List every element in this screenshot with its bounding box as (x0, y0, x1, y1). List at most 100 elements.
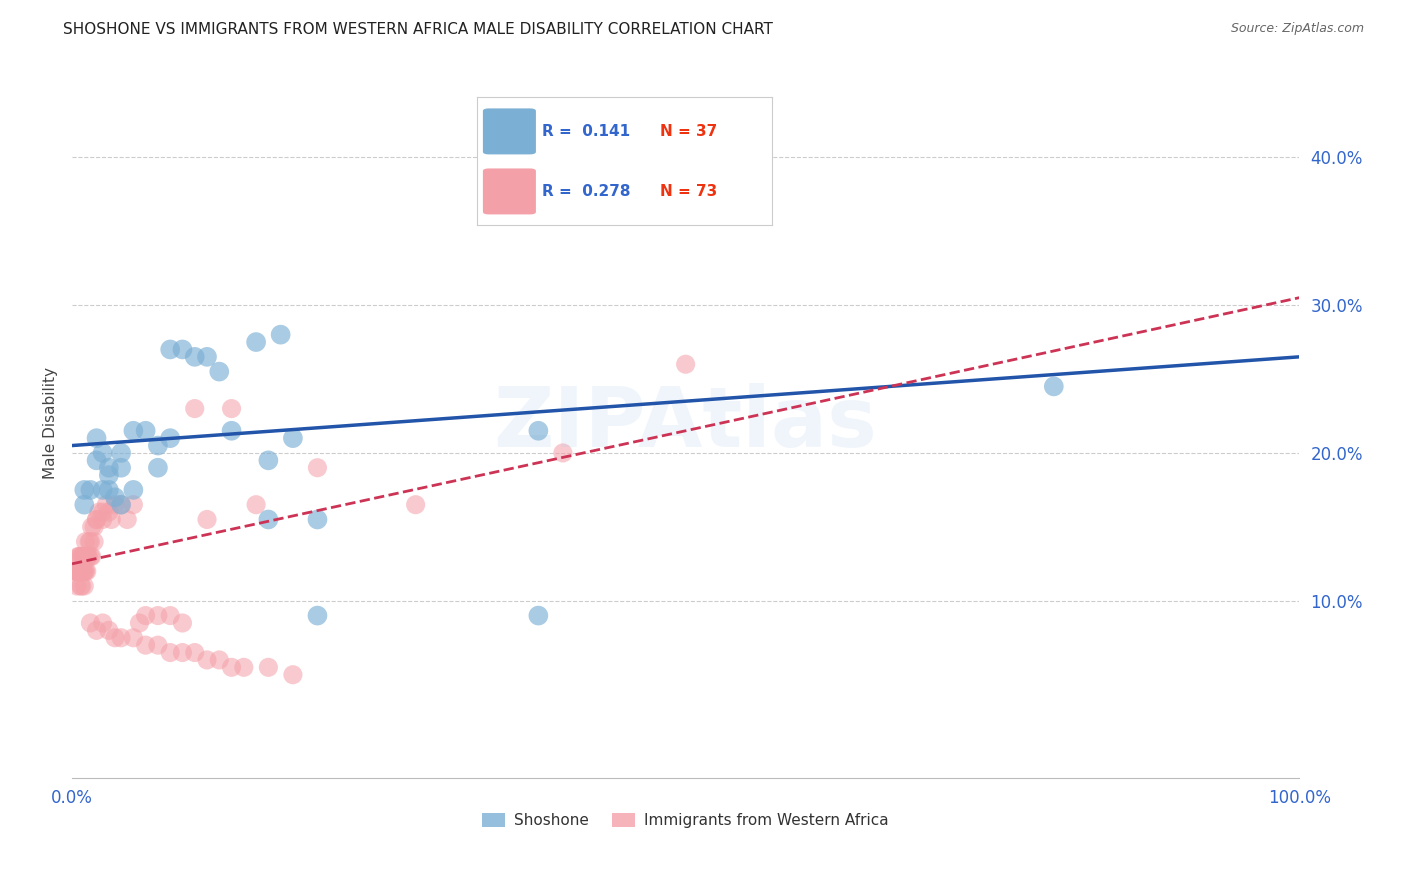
Point (97, 624, 120, 638)
Point (307, 460, 329, 475)
Point (96, 498, 118, 512)
Point (69, 579, 91, 593)
Point (195, 350, 218, 364)
Point (232, 660, 254, 674)
Point (79, 549, 101, 564)
Point (73, 483, 96, 497)
Point (257, 660, 280, 674)
Point (159, 343, 181, 357)
Point (221, 401, 243, 416)
Point (128, 615, 150, 630)
Point (245, 498, 267, 512)
Point (100, 512, 122, 526)
Point (65, 564, 87, 578)
Point (146, 460, 169, 475)
Point (83, 520, 105, 534)
Point (307, 512, 329, 526)
Point (91, 615, 114, 630)
Point (73, 564, 96, 578)
Point (195, 512, 218, 526)
Point (146, 438, 169, 452)
Point (91, 512, 114, 526)
Point (77, 549, 100, 564)
Point (67, 549, 90, 564)
Point (110, 631, 132, 645)
Point (135, 638, 157, 652)
Point (307, 608, 329, 623)
Point (80, 520, 103, 534)
Y-axis label: Male Disability: Male Disability (44, 368, 58, 479)
Text: ZIPAtlas: ZIPAtlas (494, 383, 877, 464)
Point (405, 498, 427, 512)
Point (159, 431, 181, 445)
Point (195, 653, 218, 667)
Point (110, 498, 132, 512)
Point (72, 564, 94, 578)
Point (67, 564, 90, 578)
Legend: Shoshone, Immigrants from Western Africa: Shoshone, Immigrants from Western Africa (477, 807, 896, 834)
Point (122, 631, 145, 645)
Point (91, 483, 114, 497)
Point (86, 624, 108, 638)
Point (184, 350, 207, 364)
Point (208, 653, 231, 667)
Point (73, 549, 96, 564)
Point (281, 431, 304, 445)
Point (73, 579, 96, 593)
Point (76, 549, 98, 564)
Point (91, 505, 114, 519)
Point (146, 638, 169, 652)
Point (73, 564, 96, 578)
Point (184, 646, 207, 660)
Text: SHOSHONE VS IMMIGRANTS FROM WESTERN AFRICA MALE DISABILITY CORRELATION CHART: SHOSHONE VS IMMIGRANTS FROM WESTERN AFRI… (63, 22, 773, 37)
Point (245, 334, 267, 349)
Point (184, 401, 207, 416)
Point (86, 512, 108, 526)
Point (110, 446, 132, 460)
Point (86, 453, 108, 467)
Point (70, 579, 93, 593)
Point (97, 483, 120, 497)
Point (77, 549, 100, 564)
Point (67, 564, 90, 578)
Point (281, 667, 304, 681)
Point (257, 512, 280, 526)
Point (110, 498, 132, 512)
Point (86, 512, 108, 526)
Point (1043, 379, 1066, 393)
Point (270, 327, 292, 342)
Point (67, 564, 90, 578)
Point (527, 424, 550, 438)
Point (527, 608, 550, 623)
Point (79, 615, 101, 630)
Point (159, 646, 181, 660)
Point (91, 446, 114, 460)
Point (75, 534, 97, 549)
Point (97, 505, 120, 519)
Point (104, 491, 127, 505)
Point (104, 631, 127, 645)
Point (221, 660, 243, 674)
Point (77, 534, 100, 549)
Point (79, 534, 101, 549)
Point (70, 564, 93, 578)
Point (104, 498, 127, 512)
Text: Source: ZipAtlas.com: Source: ZipAtlas.com (1230, 22, 1364, 36)
Point (115, 512, 138, 526)
Point (122, 424, 145, 438)
Point (551, 446, 574, 460)
Point (67, 564, 90, 578)
Point (72, 549, 94, 564)
Point (65, 564, 87, 578)
Point (80, 549, 103, 564)
Point (87, 505, 110, 519)
Point (675, 357, 697, 371)
Point (76, 564, 98, 578)
Point (79, 483, 101, 497)
Point (110, 460, 132, 475)
Point (122, 498, 145, 512)
Point (172, 343, 194, 357)
Point (257, 453, 280, 467)
Point (73, 498, 96, 512)
Point (146, 608, 169, 623)
